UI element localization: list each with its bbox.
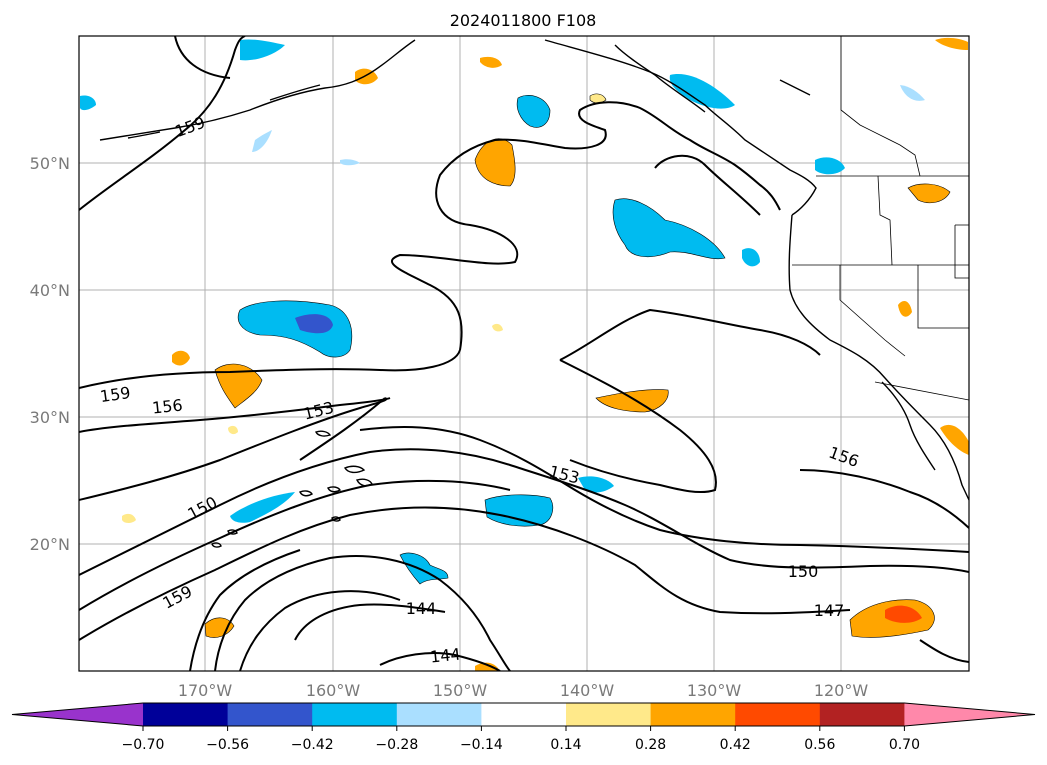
colorbar-tick-label: 0.28: [635, 737, 666, 753]
colorbar-tick-label: −0.14: [460, 737, 503, 753]
colorbar-segment: [819, 703, 905, 726]
svg-text:144: 144: [429, 644, 461, 666]
svg-text:159: 159: [99, 383, 132, 406]
colorbar-segment: [143, 703, 229, 726]
colorbar-tick-label: 0.56: [804, 737, 835, 753]
svg-text:144: 144: [406, 599, 437, 618]
lat-label-20: 20°N: [30, 535, 70, 554]
lon-label-130w: 130°W: [687, 681, 742, 700]
lon-label-150w: 150°W: [433, 681, 488, 700]
lon-label-120w: 120°W: [814, 681, 869, 700]
height-contours: [79, 36, 969, 671]
lat-label-40: 40°N: [30, 281, 70, 300]
colorbar-extend-min: [12, 703, 143, 726]
political-borders: [792, 36, 969, 401]
colorbar-tick-label: 0.14: [550, 737, 581, 753]
colorbar-tick-label: 0.42: [720, 737, 751, 753]
colorbar-tick-label: −0.28: [375, 737, 418, 753]
colorbar-segment: [396, 703, 482, 726]
lon-label-170w: 170°W: [178, 681, 233, 700]
colorbar-segment: [481, 703, 567, 726]
map-title: 2024011800 F108: [450, 11, 597, 30]
lon-label-140w: 140°W: [560, 681, 615, 700]
svg-text:156: 156: [151, 395, 183, 417]
lon-label-160w: 160°W: [306, 681, 361, 700]
plot-area: [79, 36, 969, 671]
colorbar-segment: [566, 703, 652, 726]
colorbar: −0.70 −0.56 −0.42 −0.28 −0.14 0.14 0.28 0.42 0.5…: [11, 702, 1036, 753]
svg-text:150: 150: [788, 562, 819, 581]
colorbar-tick-label: 0.70: [889, 737, 920, 753]
colorbar-tick-label: −0.56: [206, 737, 249, 753]
svg-text:147: 147: [814, 601, 845, 620]
coastlines: [99, 39, 969, 501]
shaded-anomalies: [80, 37, 969, 671]
colorbar-segment: [312, 703, 398, 726]
colorbar-tick-label: −0.70: [122, 737, 165, 753]
lat-label-50: 50°N: [30, 154, 70, 173]
plot-frame: [78, 35, 970, 672]
lat-label-30: 30°N: [30, 408, 70, 427]
lat-tick-labels: 50°N 40°N 30°N 20°N: [30, 154, 70, 554]
colorbar-extend-max: [904, 703, 1035, 726]
colorbar-tick-label: −0.42: [291, 737, 334, 753]
lon-tick-labels: 170°W 160°W 150°W 140°W 130°W 120°W: [178, 681, 869, 700]
colorbar-segment: [650, 703, 736, 726]
colorbar-segment: [227, 703, 313, 726]
colorbar-segment: [735, 703, 821, 726]
